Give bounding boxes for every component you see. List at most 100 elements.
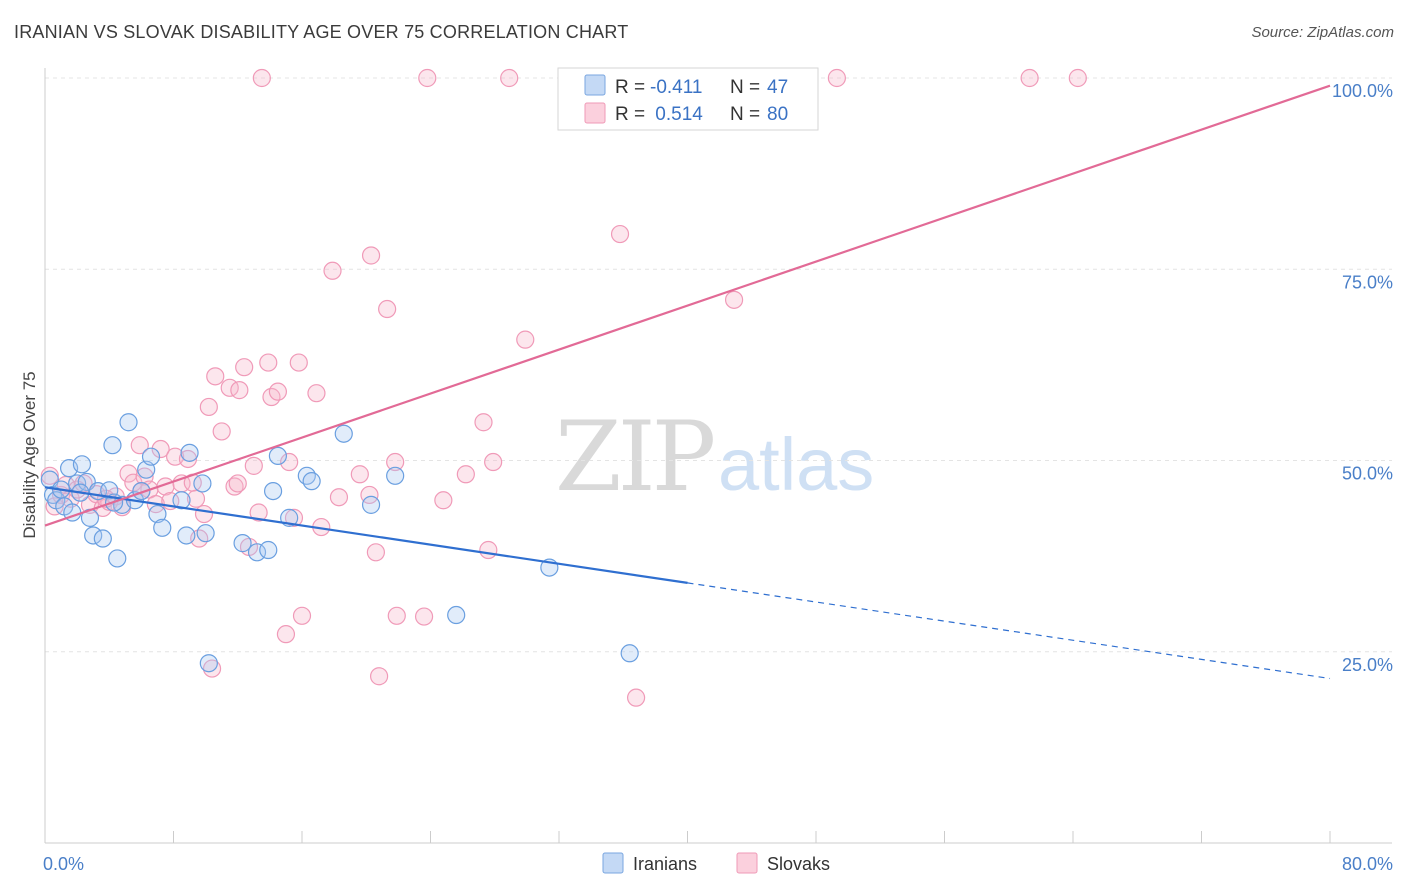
slovaks-point xyxy=(268,382,288,401)
iranians-point xyxy=(620,644,639,663)
iranians-point xyxy=(199,654,218,673)
slovaks-point xyxy=(249,503,268,522)
iranians-point xyxy=(386,466,405,485)
slovaks-point xyxy=(387,606,406,625)
slovaks-point xyxy=(479,540,498,560)
slovaks-point xyxy=(626,688,646,707)
slovaks-point xyxy=(329,488,349,507)
iranians-point xyxy=(177,526,196,545)
slovaks-point xyxy=(610,224,630,244)
slovaks-point xyxy=(827,68,846,88)
iranians-point xyxy=(72,455,92,474)
slovaks-point xyxy=(230,381,249,400)
x-tick-label: 80.0% xyxy=(1342,854,1393,874)
y-axis-label: Disability Age Over 75 xyxy=(20,371,39,538)
iranians-point xyxy=(93,529,112,548)
series-legend-swatch-slovaks xyxy=(736,852,758,874)
slovaks-point xyxy=(276,625,296,644)
legend-swatch-slovaks xyxy=(584,102,606,124)
iranians-point xyxy=(172,491,191,510)
slovaks-point xyxy=(151,439,170,459)
slovaks-points xyxy=(40,68,1087,707)
slovaks-point xyxy=(244,456,263,475)
axes xyxy=(44,68,1392,844)
y-tick-label: 75.0% xyxy=(1342,272,1393,292)
slovaks-point xyxy=(386,452,405,472)
iranians-point xyxy=(297,466,316,485)
slovaks-point xyxy=(186,489,206,508)
slovaks-point xyxy=(474,413,493,432)
legend-n-label-slovaks: N = xyxy=(730,104,760,125)
slovaks-point xyxy=(194,504,214,524)
legend-n-label-iranians: N = xyxy=(730,77,760,98)
chart-title: IRANIAN VS SLOVAK DISABILITY AGE OVER 75… xyxy=(14,22,629,42)
slovaks-point xyxy=(516,330,535,349)
slovaks-trend-line xyxy=(44,84,1331,527)
iranians-point xyxy=(148,504,167,524)
iranians-point xyxy=(302,472,321,491)
iranians-point xyxy=(268,446,288,466)
slovaks-point xyxy=(45,497,64,516)
source-label: Source: ZipAtlas.com xyxy=(1251,24,1394,41)
iranians-point xyxy=(153,518,172,537)
iranians-point xyxy=(141,447,161,466)
slovaks-point xyxy=(225,477,244,496)
slovaks-point xyxy=(199,397,218,417)
legend-r-label-slovaks: R = xyxy=(615,104,645,125)
series-legend-swatch-iranians xyxy=(602,852,624,874)
slovaks-point xyxy=(235,358,254,377)
iranians-point xyxy=(361,495,381,514)
slovaks-point xyxy=(289,353,308,372)
watermark-zip: ZIP xyxy=(555,401,714,513)
slovaks-point xyxy=(1020,68,1039,88)
iranians-trend-extension xyxy=(687,582,1331,680)
legend-r-label-iranians: R = xyxy=(615,77,645,98)
legend-r-value-iranians: -0.411 xyxy=(650,77,702,98)
slovaks-point xyxy=(724,290,744,309)
slovaks-point xyxy=(434,491,453,510)
y-tick-label: 25.0% xyxy=(1342,655,1393,675)
slovaks-point xyxy=(280,452,299,472)
grid-lines xyxy=(45,77,1392,653)
slovaks-point xyxy=(350,465,369,484)
slovaks-point xyxy=(414,607,434,626)
iranians-point xyxy=(263,482,283,501)
series-legend-label-slovaks: Slovaks xyxy=(767,854,830,874)
series-legend-label-iranians: Iranians xyxy=(633,854,697,874)
iranians-point xyxy=(132,482,151,501)
legend-r-value-slovaks: 0.514 xyxy=(650,104,703,125)
slovaks-point xyxy=(1068,68,1087,88)
correlation-legend: R = -0.411 N = 47 R = 0.514 N = 80 xyxy=(557,67,819,131)
watermark-atlas: atlas xyxy=(718,423,874,506)
slovaks-point xyxy=(130,436,149,455)
legend-n-value-slovaks: 80 xyxy=(767,104,788,125)
iranians-trend-line xyxy=(44,486,688,584)
legend-n-value-iranians: 47 xyxy=(767,77,788,98)
slovaks-point xyxy=(500,68,519,88)
slovaks-point xyxy=(366,543,385,562)
iranians-point xyxy=(334,424,353,443)
slovaks-point xyxy=(252,68,271,88)
iranians-point xyxy=(180,443,199,462)
slovaks-point xyxy=(228,474,247,493)
iranians-point xyxy=(119,413,138,432)
legend-swatch-iranians xyxy=(584,74,606,96)
iranians-point xyxy=(233,534,252,553)
slovaks-point xyxy=(361,246,381,265)
slovaks-point xyxy=(323,261,342,280)
slovaks-point xyxy=(212,422,231,441)
slovaks-point xyxy=(284,508,304,527)
slovaks-point xyxy=(456,465,475,484)
slovaks-point xyxy=(40,466,59,485)
slovaks-point xyxy=(292,606,312,625)
series-legend: Iranians Slovaks xyxy=(602,852,830,874)
iranians-point xyxy=(103,436,122,455)
slovaks-point xyxy=(178,449,198,469)
iranians-point xyxy=(193,474,212,493)
iranians-point xyxy=(447,605,466,625)
slovaks-point xyxy=(378,299,397,319)
slovaks-point xyxy=(484,452,503,472)
slovaks-point xyxy=(418,68,437,88)
iranians-point xyxy=(259,540,278,560)
